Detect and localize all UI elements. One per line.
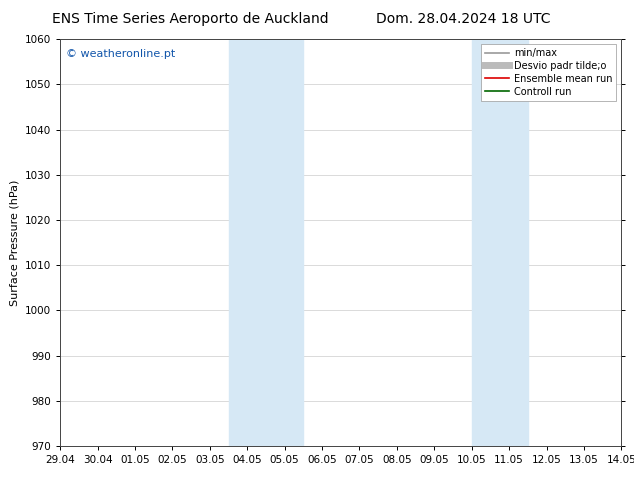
Text: Dom. 28.04.2024 18 UTC: Dom. 28.04.2024 18 UTC — [375, 12, 550, 26]
Text: ENS Time Series Aeroporto de Auckland: ENS Time Series Aeroporto de Auckland — [52, 12, 328, 26]
Bar — [472, 39, 527, 446]
Text: © weatheronline.pt: © weatheronline.pt — [66, 49, 175, 59]
Legend: min/max, Desvio padr tilde;o, Ensemble mean run, Controll run: min/max, Desvio padr tilde;o, Ensemble m… — [481, 44, 616, 100]
Y-axis label: Surface Pressure (hPa): Surface Pressure (hPa) — [10, 179, 20, 306]
Bar — [228, 39, 303, 446]
